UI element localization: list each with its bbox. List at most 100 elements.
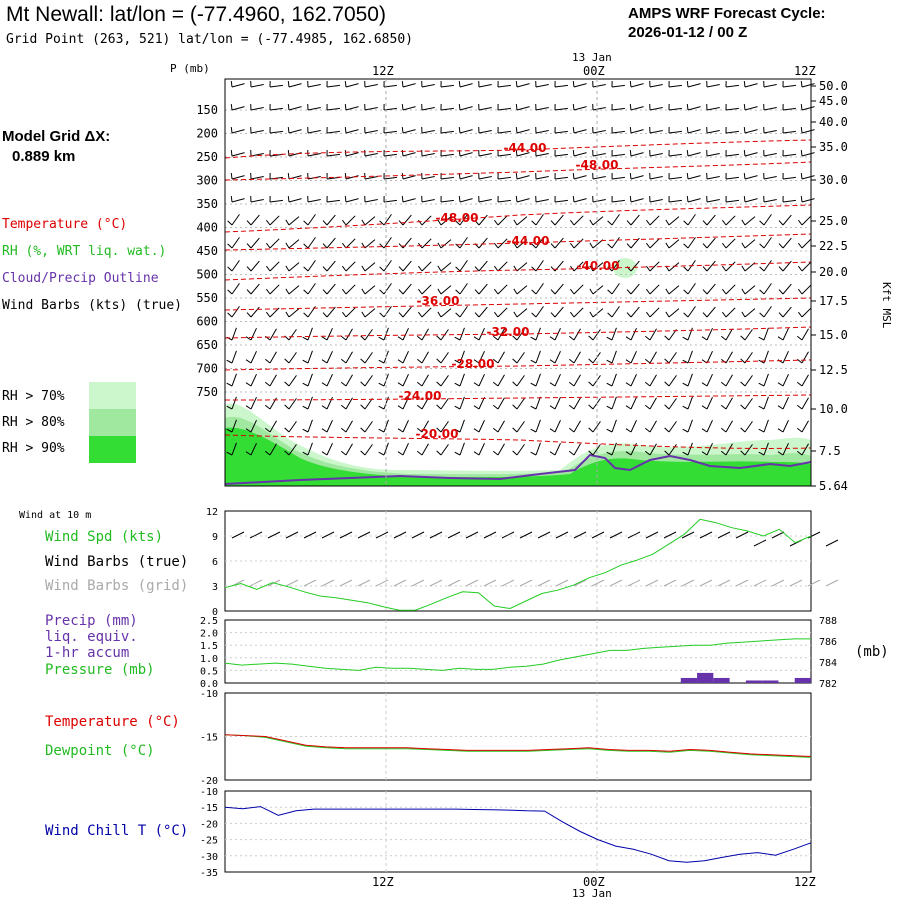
precip-bar	[762, 680, 779, 683]
wind-barb	[758, 396, 769, 410]
wind-barb	[302, 350, 313, 364]
wind-barb	[416, 328, 429, 341]
wind-barb	[644, 397, 657, 410]
wind-barb	[250, 80, 264, 88]
wind-barb	[725, 195, 739, 203]
wind-barb	[227, 214, 240, 226]
temp-contour-line	[224, 394, 812, 401]
wind-barb	[668, 172, 682, 180]
wind-barb	[725, 80, 739, 88]
surface-barb-grid	[555, 579, 569, 587]
wind-barb	[646, 261, 660, 272]
wind-barb	[702, 260, 716, 272]
temp-contour-label: -44.00	[504, 141, 547, 155]
surface-barb-true	[519, 531, 533, 539]
wind-barb	[782, 103, 796, 111]
top-tick-12z-a: 12Z	[372, 64, 394, 78]
wind-barb	[440, 80, 454, 88]
wind-barb	[287, 126, 302, 134]
wind-barb	[740, 444, 753, 456]
wind-barb	[478, 172, 492, 180]
wind-barb	[701, 443, 713, 456]
wind-barb	[494, 307, 508, 318]
wind-barb	[303, 283, 316, 295]
wind-barb	[397, 351, 409, 364]
wind-barb	[682, 350, 693, 364]
wind-barb	[741, 216, 756, 226]
wind-barb	[307, 126, 321, 134]
wind-barb	[665, 239, 680, 249]
surface-barb-grid	[249, 579, 263, 587]
wind-barb	[740, 421, 753, 433]
p-tick-label: 200	[196, 127, 218, 141]
wind-barb	[702, 237, 716, 249]
wind-barb	[531, 283, 544, 295]
wind-barb	[342, 261, 356, 272]
wind-barb	[478, 80, 492, 88]
surface-barb-true	[717, 531, 731, 539]
tick-label: -30	[200, 852, 218, 863]
height-ticks: 50.045.0 40.0 35.0 30.0 25.0 22.5 20.0 17.5 15.0…	[811, 79, 848, 493]
wind-barb	[668, 126, 682, 134]
tick-label: 0.0	[200, 679, 218, 690]
surface-barb-grid	[789, 579, 803, 587]
wind-barb	[758, 419, 769, 433]
wind-barb	[725, 126, 739, 134]
forecast-cycle: AMPS WRF Forecast Cycle: 2026-01-12 / 00…	[628, 4, 826, 42]
h-tick-label: 10.0	[819, 402, 848, 416]
wind-barb	[646, 238, 660, 249]
wind-barb	[492, 397, 505, 410]
wind-barb	[436, 375, 449, 387]
surface-barb-grid	[681, 579, 695, 587]
wind-barb	[416, 420, 429, 433]
tick-label: 6	[212, 557, 218, 568]
wind-barb	[455, 237, 468, 249]
wind-barb	[512, 352, 525, 364]
precip-pressure-panel: 2.5 2.01.5 1.00.5 0.0 788 786 784 782	[200, 616, 837, 690]
tick-label: 1.5	[200, 641, 218, 652]
wind-barb	[421, 149, 435, 157]
wind-barb	[646, 307, 660, 318]
surface-barb-grid	[807, 579, 821, 587]
wind-barb	[763, 80, 777, 88]
wind-barb	[554, 195, 568, 203]
wind-barb	[683, 214, 696, 226]
wind-barb	[740, 398, 753, 410]
wind-barb	[625, 420, 637, 433]
top-tick-00z: 00Z	[583, 64, 605, 78]
wind-barb	[706, 149, 720, 157]
wind-barb	[550, 214, 564, 226]
wind-barb	[589, 285, 604, 295]
wind-barb	[512, 444, 525, 456]
wind-barb	[777, 397, 789, 410]
wind-barb	[226, 350, 237, 364]
wind-barb	[743, 103, 758, 111]
wind-barb	[668, 149, 682, 157]
wind-barb	[550, 306, 564, 318]
chill-ticks: -10 -15 -20 -25 -30 -35	[200, 787, 218, 879]
h-tick-label: 45.0	[819, 94, 848, 108]
windchill-label: Wind Chill T (°C)	[45, 823, 189, 839]
surface-barb-true	[357, 531, 371, 539]
surface-barb-true	[285, 531, 299, 539]
wind-barb	[607, 283, 620, 295]
wind-barb	[740, 329, 753, 341]
wind-barb	[287, 195, 302, 203]
wind-barb	[494, 215, 508, 226]
wind-barb	[682, 396, 693, 410]
wind-barb	[379, 260, 392, 272]
wind-barb	[549, 328, 561, 341]
temperature-label: Temperature (°C)	[45, 714, 180, 730]
wind-barb	[722, 215, 736, 226]
rh80-label: RH > 80%	[2, 415, 65, 430]
model-grid-info: Model Grid ΔX: 0.889 km	[2, 127, 110, 167]
wind-barb	[246, 237, 260, 249]
wind-barb	[497, 126, 511, 134]
wind-barb	[592, 103, 606, 111]
wind-barb	[592, 172, 606, 180]
wind-barb	[326, 195, 340, 203]
wind-barb	[302, 327, 313, 341]
h-tick-label: 5.64	[819, 479, 848, 493]
p-tick-label: 750	[196, 385, 218, 399]
wind-barb	[285, 239, 300, 249]
